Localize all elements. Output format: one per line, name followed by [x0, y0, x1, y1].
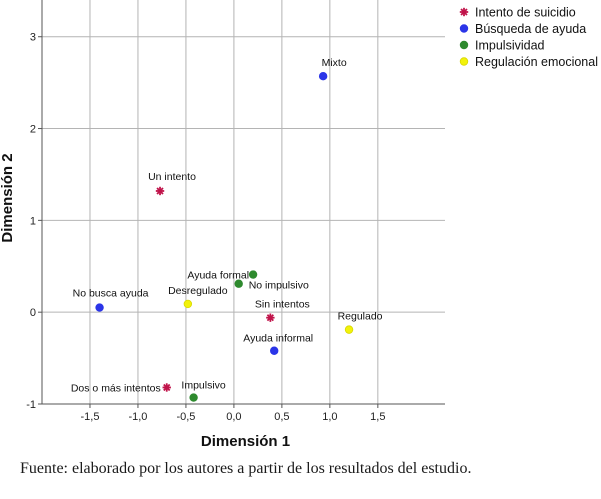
point-s3-1 [344, 325, 354, 334]
point-label-s3-0: Desregulado [168, 285, 228, 297]
y-axis-title: Dimensión 2 [0, 153, 16, 242]
point-label-s3-1: Regulado [338, 311, 383, 323]
x-tick-label-1: -1,0 [128, 411, 147, 423]
y-tick-label-3: 2 [30, 124, 36, 136]
point-s3-0 [183, 299, 193, 309]
point-label-s0-2: Dos o más intentos [71, 382, 161, 394]
legend-label-2: Impulsividad [475, 39, 545, 53]
point-label-s1-2: Ayuda informal [243, 333, 313, 345]
y-tick-label-0: -1 [26, 399, 36, 411]
point-s2-1 [234, 279, 243, 288]
point-label-s2-0: Ayuda formal [187, 270, 249, 282]
x-tick-label-2: -0,5 [176, 411, 195, 423]
point-s0-0 [155, 186, 165, 196]
legend-marker-3 [459, 57, 469, 66]
x-tick-label-4: 0,5 [274, 411, 289, 423]
legend-label-3: Regulación emocional [475, 55, 598, 69]
legend-marker-0 [459, 7, 469, 17]
point-s0-1 [266, 313, 275, 322]
scatter-plot: -1,5 -1,0 -0,5 0,0 0,5 1,0 1,5 -1 0 1 2 3 Dimensión … [0, 0, 598, 450]
point-label-s2-1: No impulsivo [249, 280, 309, 292]
legend-marker-2 [459, 40, 469, 50]
legend-marker-1 [459, 24, 469, 33]
x-tick-label-3: 0,0 [226, 411, 241, 423]
x-axis-title: Dimensión 1 [201, 433, 290, 450]
x-tick-label-5: 1,0 [322, 411, 337, 423]
point-label-s0-0: Un intento [148, 171, 196, 183]
figure-caption: Fuente: elaborado por los autores a part… [20, 460, 472, 477]
x-tick-label-6: 1,5 [370, 411, 385, 423]
legend-label-0: Intento de suicidio [475, 6, 576, 20]
point-label-s2-2: Impulsivo [181, 380, 226, 392]
y-tick-label-1: 0 [30, 307, 36, 319]
point-s1-0 [318, 72, 328, 81]
x-tick-label-0: -1,5 [80, 411, 99, 423]
point-label-s0-1: Sin intentos [255, 299, 310, 311]
point-label-s1-1: No busca ayuda [73, 288, 149, 300]
point-s2-2 [189, 393, 198, 402]
point-s1-2 [270, 346, 279, 355]
point-s2-0 [248, 270, 258, 279]
point-s1-1 [95, 303, 104, 312]
point-label-s1-0: Mixto [322, 57, 347, 69]
point-s0-2 [162, 383, 171, 392]
legend-label-1: Búsqueda de ayuda [475, 22, 586, 36]
y-tick-label-2: 1 [30, 215, 36, 227]
y-tick-label-4: 3 [30, 32, 36, 44]
